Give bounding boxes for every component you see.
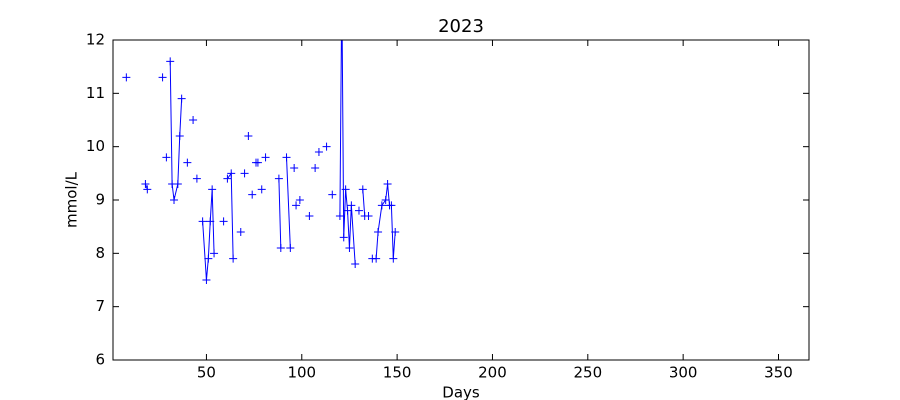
y-tick-label: 6 [95,351,105,369]
data-point [183,158,192,167]
x-tick-label: 150 [383,364,412,382]
data-point [192,174,201,183]
data-point [314,148,323,156]
data-point [347,201,356,210]
data-point [248,190,257,199]
data-point [141,180,150,188]
data-point [240,169,249,178]
data-point [198,217,207,226]
x-tick-label: 350 [764,364,793,382]
data-point [341,185,350,194]
data-point [343,206,352,215]
data-point [290,164,299,172]
data-point [204,254,213,263]
chart-title: 2023 [438,16,484,37]
data-point [236,228,245,236]
data-point [229,254,238,263]
data-point [208,185,217,194]
data-point [202,276,211,284]
data-point [177,94,186,103]
data-point [364,212,373,220]
data-point [223,174,232,183]
data-point [244,132,253,140]
data-point [173,180,182,188]
y-tick-label: 12 [86,31,105,49]
data-point [122,73,131,82]
data-point [391,228,400,236]
data-point [219,217,228,226]
data-point [286,244,295,252]
y-tick-label: 8 [95,244,105,262]
data-point [143,185,152,194]
data-point [311,164,320,172]
data-point [158,73,167,82]
y-tick-label: 11 [86,84,105,102]
data-point [162,153,171,162]
y-axis-label: mmol/L [63,171,81,228]
data-point [322,142,331,151]
data-point [189,116,198,124]
x-axis-label: Days [442,384,480,400]
data-point [210,249,219,258]
data-point [292,201,301,210]
x-tick-label: 300 [669,364,698,382]
data-point [383,180,392,188]
data-point [345,244,354,252]
data-point [170,196,179,204]
data-point [276,244,285,252]
data-point [335,212,344,220]
data-point [261,153,270,162]
data-point [206,217,215,226]
data-point [354,206,363,215]
data-point [377,201,386,210]
data-point [305,212,314,220]
data-point [351,260,360,268]
plot-area [122,40,400,284]
x-tick-label: 100 [287,364,316,382]
data-point [358,185,367,194]
data-point [175,132,184,140]
data-point [374,228,383,236]
data-point [328,190,337,199]
x-tick-label: 200 [478,364,507,382]
data-point [257,185,266,194]
data-point [227,169,236,178]
data-point [372,254,381,263]
data-point [282,153,291,162]
y-tick-label: 7 [95,297,105,315]
y-tick-label: 9 [95,191,105,209]
data-point [389,254,398,263]
data-point [166,57,175,66]
data-point [387,201,396,210]
x-tick-label: 50 [197,364,216,382]
y-tick-label: 10 [86,137,105,155]
data-point [295,196,304,204]
data-point [339,233,348,242]
data-point [381,196,390,204]
data-point [274,174,283,183]
data-point [253,158,262,167]
x-tick-label: 250 [573,364,602,382]
